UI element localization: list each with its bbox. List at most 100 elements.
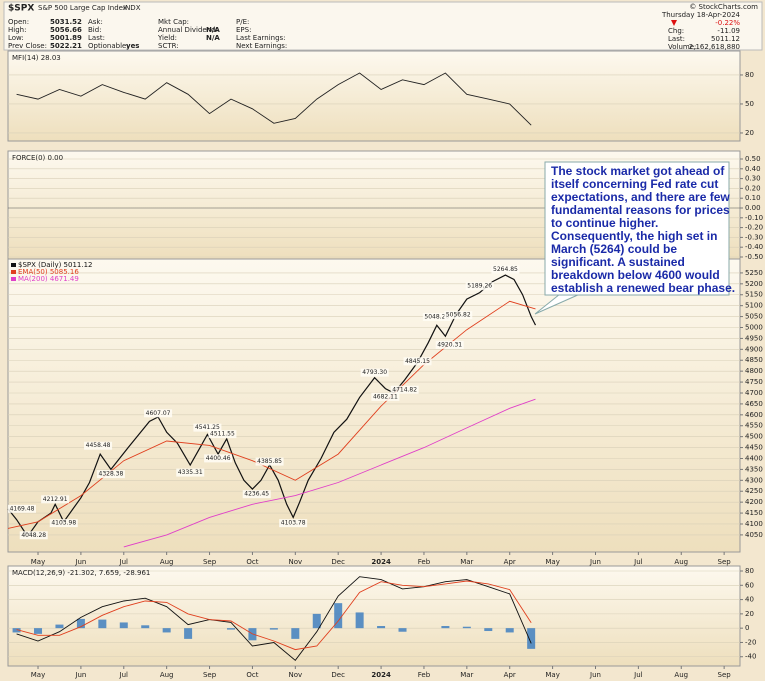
histogram-bar <box>312 613 321 629</box>
y-tick-label: -40 <box>745 653 756 661</box>
y-tick-label: 5100 <box>745 302 763 310</box>
y-tick-label: 4900 <box>745 345 763 353</box>
legend-swatch <box>11 277 16 281</box>
annotation: 4714.82 <box>392 386 417 393</box>
y-tick-label: 80 <box>745 71 754 79</box>
annotation: 4458.48 <box>86 442 111 449</box>
field-value: N/A <box>206 26 220 34</box>
panel-title: MFI(14) 28.03 <box>12 54 61 62</box>
annotation: 4541.25 <box>195 424 220 431</box>
field-value: 5001.89 <box>50 34 82 42</box>
x-tick-label: Aug <box>160 671 174 679</box>
x-tick-label: Oct <box>246 671 258 679</box>
field-label: Annual Dividend: <box>158 26 218 34</box>
field-label: EPS: <box>236 26 251 34</box>
y-tick-label: 4750 <box>745 378 763 386</box>
annotation-bg <box>49 519 78 528</box>
annotation-bg <box>422 312 451 321</box>
y-tick-label: 0.50 <box>745 155 761 163</box>
annotation: 4920.31 <box>437 341 462 348</box>
note-line: to continue higher. <box>551 216 658 230</box>
note-line: expectations, and there are few <box>551 190 730 204</box>
note-line: Consequently, the high set in <box>551 229 717 243</box>
panel-box <box>7 565 741 667</box>
field-value: 5022.21 <box>50 42 82 50</box>
y-tick-label: 0.10 <box>745 194 761 202</box>
histogram-bar <box>55 624 64 629</box>
change-pct: -0.22% <box>715 19 740 27</box>
field-label: P/E: <box>236 18 249 26</box>
field-value: N/A <box>206 34 220 42</box>
x-tick-label: Sep <box>718 671 732 679</box>
credit: © StockCharts.com <box>689 3 758 11</box>
y-tick-label: 20 <box>745 129 754 137</box>
y-tick-label: -0.40 <box>745 243 763 251</box>
y-tick-label: -20 <box>745 638 756 646</box>
series-line <box>16 576 532 661</box>
x-tick-label: Aug <box>674 558 688 566</box>
annotation: 4335.31 <box>178 469 203 476</box>
panel-box <box>7 50 741 142</box>
y-tick-label: -0.30 <box>745 233 763 241</box>
annotation: 4511.55 <box>210 431 235 438</box>
y-tick-label: 4150 <box>745 509 763 517</box>
x-tick-label: 2024 <box>371 671 391 679</box>
y-tick-label: 4850 <box>745 356 763 364</box>
note-line: The stock market got ahead of <box>551 164 725 178</box>
series-line <box>16 72 532 126</box>
field-label: Mkt Cap: <box>158 18 189 26</box>
annotation: 4845.15 <box>405 358 430 365</box>
annotation: 4103.98 <box>51 520 76 527</box>
note-line: March (5264) could be <box>551 242 677 256</box>
annotation-bg <box>435 340 464 349</box>
annotation-bg <box>255 457 284 466</box>
panel-title: FORCE(0) 0.00 <box>12 154 63 162</box>
histogram-bar <box>76 618 85 629</box>
y-tick-label: 4700 <box>745 389 763 397</box>
series-line <box>16 580 532 651</box>
annotation: 5189.26 <box>467 283 492 290</box>
note-line: establish a renewed bear phase. <box>551 281 735 295</box>
histogram-bar <box>462 626 471 629</box>
histogram-bar <box>162 628 171 633</box>
annotation-bg <box>41 495 70 504</box>
field-label: Bid: <box>88 26 102 34</box>
x-tick-label: Jun <box>74 558 86 566</box>
field-value: 5056.66 <box>50 26 82 34</box>
histogram-bar <box>34 628 43 634</box>
histogram-bar <box>527 628 536 649</box>
histogram-bar <box>441 626 450 629</box>
annotation-bg <box>279 519 308 528</box>
x-tick-label: May <box>545 671 559 679</box>
annotation-bg <box>193 423 222 432</box>
annotation: 4682.11 <box>373 393 398 400</box>
y-tick-label: 4500 <box>745 433 763 441</box>
annotation-bg <box>360 368 389 377</box>
field-label: Last: <box>88 34 105 42</box>
y-tick-label: 4400 <box>745 454 763 462</box>
x-tick-label: Sep <box>718 558 732 566</box>
x-tick-label: Feb <box>418 558 431 566</box>
annotation-bg <box>96 470 125 479</box>
histogram-bar <box>377 626 386 629</box>
date: Thursday 18-Apr-2024 <box>661 11 741 19</box>
annotation: 4385.85 <box>257 458 282 465</box>
note-line: fundamental reasons for prices <box>551 203 730 217</box>
x-tick-label: Mar <box>460 558 473 566</box>
annotation-bg <box>491 265 520 274</box>
x-tick-label: Sep <box>203 558 217 566</box>
y-tick-label: 0.40 <box>745 165 761 173</box>
panel-title: MACD(12,26,9) -21.302, 7.659, -28.961 <box>12 569 150 577</box>
series-line <box>7 300 536 529</box>
y-tick-label: 20 <box>745 610 754 618</box>
exchange: INDX <box>123 4 141 12</box>
histogram-bar <box>12 628 21 633</box>
field-value: 2,162,618,880 <box>689 43 740 51</box>
legend-swatch <box>11 270 16 274</box>
x-tick-label: Jul <box>119 558 129 566</box>
annotation: 4328.38 <box>99 471 124 478</box>
callout-pointer <box>534 293 581 315</box>
histogram-bar <box>334 603 343 629</box>
annotation: 4212.91 <box>43 496 68 503</box>
